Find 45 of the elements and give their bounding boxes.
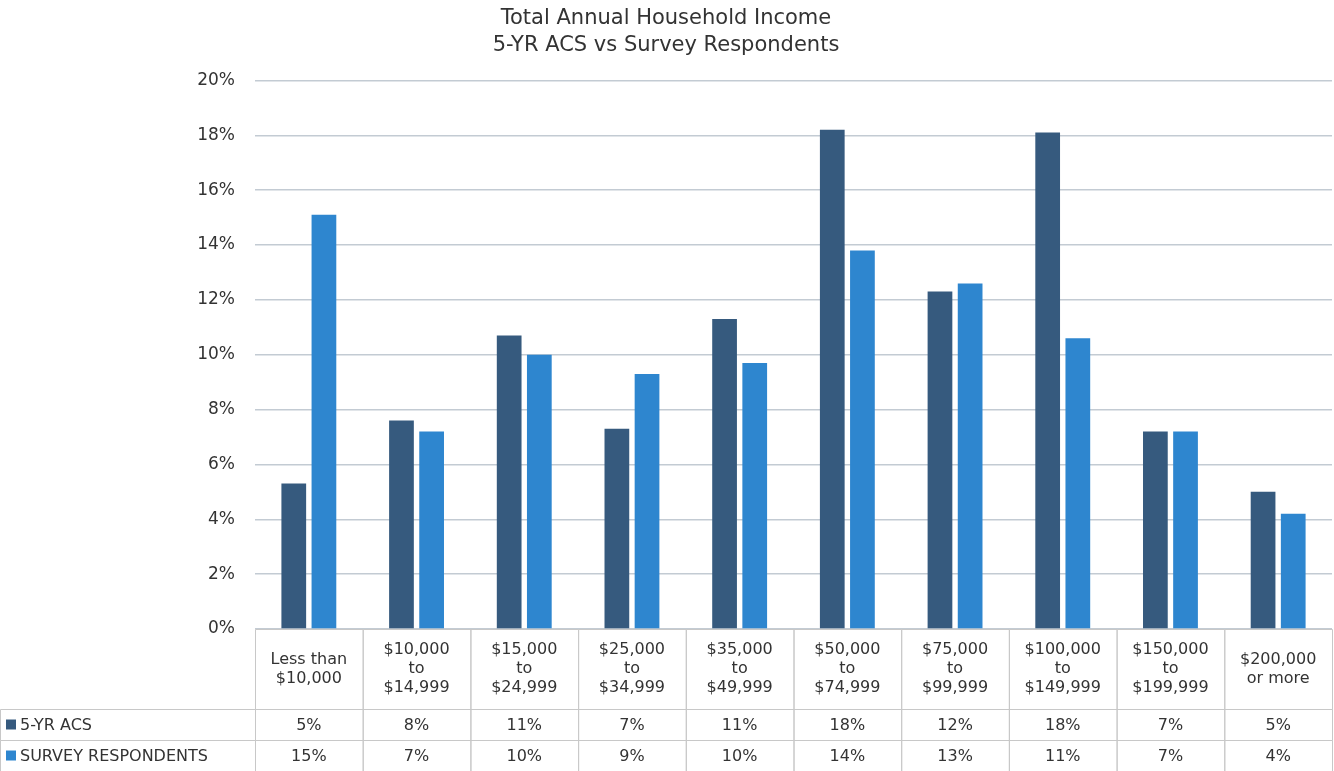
data-label: 12% xyxy=(937,714,973,734)
data-label: 5% xyxy=(296,714,322,734)
data-label: 7% xyxy=(1157,745,1184,765)
y-tick-label: 16% xyxy=(197,178,235,199)
data-label: 11% xyxy=(506,714,543,734)
x-tick-label: $25,000 to $34,999 xyxy=(598,639,666,697)
x-tick-label: $50,000 to $74,999 xyxy=(814,639,881,697)
data-label: 11% xyxy=(721,714,758,734)
y-tick-label: 4% xyxy=(208,507,235,528)
chart-title: Total Annual Household Income xyxy=(499,5,832,30)
data-label: 15% xyxy=(291,745,327,765)
data-label: 9% xyxy=(619,745,645,765)
x-tick-label: $100,000 to $149,999 xyxy=(1024,639,1101,697)
data-label: 7% xyxy=(403,745,430,765)
data-label: 11% xyxy=(1044,745,1081,765)
data-label: 10% xyxy=(721,745,758,765)
x-tick-label: Less than $10,000 xyxy=(270,648,348,687)
data-label: 18% xyxy=(829,714,866,734)
data-label: 10% xyxy=(506,745,543,765)
data-label: 14% xyxy=(829,745,866,765)
y-tick-label: 8% xyxy=(208,397,235,418)
x-tick-label: $35,000 to $49,999 xyxy=(706,639,773,697)
data-label: 8% xyxy=(403,714,430,734)
x-tick-label: $15,000 to $24,999 xyxy=(491,639,558,697)
y-tick-label: 10% xyxy=(197,343,235,364)
chart-subtitle: 5-YR ACS vs Survey Respondents xyxy=(492,32,840,57)
data-label: 7% xyxy=(619,714,645,734)
y-tick-label: 0% xyxy=(208,617,235,638)
data-label: 4% xyxy=(1265,745,1291,765)
data-label: 7% xyxy=(1157,714,1184,734)
y-tick-label: 14% xyxy=(197,233,235,254)
y-tick-label: 12% xyxy=(197,288,235,309)
y-tick-label: 2% xyxy=(208,562,235,583)
legend-label: SURVEY RESPONDENTS xyxy=(20,745,208,765)
x-tick-label: $150,000 to $199,999 xyxy=(1132,639,1209,697)
data-label: 18% xyxy=(1044,714,1081,734)
y-tick-label: 20% xyxy=(197,68,235,89)
x-tick-label: $10,000 to $14,999 xyxy=(383,639,450,697)
data-label: 5% xyxy=(1265,714,1291,734)
data-label: 13% xyxy=(937,745,973,765)
x-tick-label: $200,000 or more xyxy=(1239,648,1317,687)
legend-label: 5-YR ACS xyxy=(20,714,93,734)
x-tick-label: $75,000 to $99,999 xyxy=(921,639,989,697)
y-tick-label: 18% xyxy=(197,123,235,144)
y-tick-label: 6% xyxy=(208,452,235,473)
